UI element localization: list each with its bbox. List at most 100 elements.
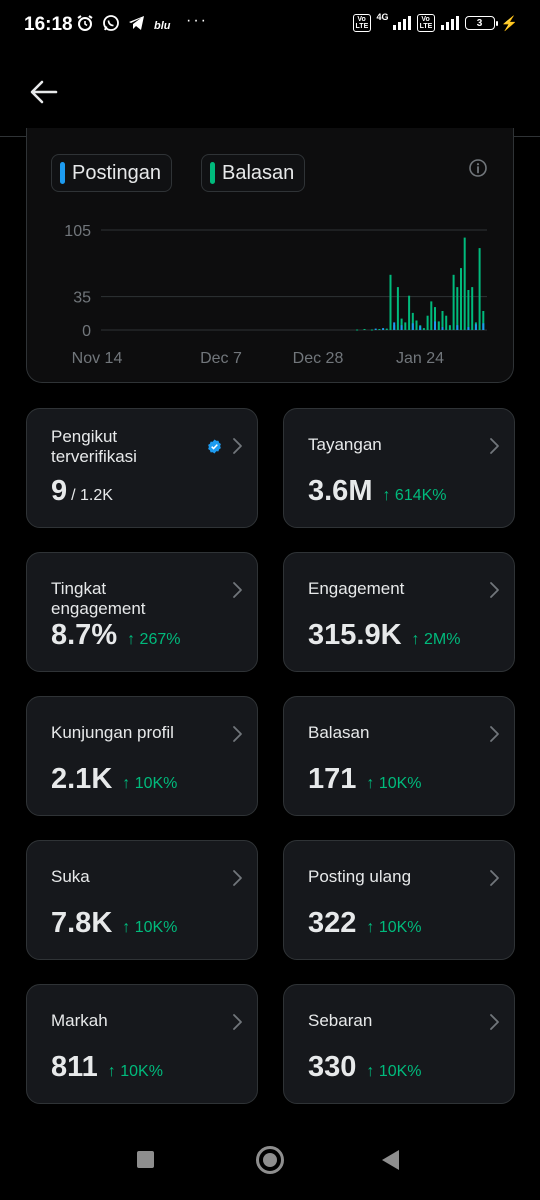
volte-icon: Vo LTE: [352, 14, 371, 32]
stat-card[interactable]: Engagement 315.9K ↑ 2M%: [283, 552, 515, 672]
replies-bar: [400, 318, 403, 330]
status-bar: 16:18 blu ··· Vo LTE 4G Vo LTE 3 ⚡: [0, 0, 540, 54]
notification-icons: blu: [76, 14, 171, 37]
replies-bar: [456, 287, 459, 330]
stat-card[interactable]: Sebaran 330 ↑ 10K%: [283, 984, 515, 1104]
home-button[interactable]: [256, 1146, 284, 1174]
info-icon[interactable]: [468, 158, 488, 178]
replies-bar: [396, 287, 399, 330]
stat-label: Pengikut terverifikasi: [51, 427, 137, 466]
stat-value: 315.9K: [308, 619, 402, 651]
replies-bar: [389, 274, 392, 330]
stat-value-row: 9/ 1.2K: [51, 475, 113, 508]
stat-total: / 1.2K: [71, 487, 113, 504]
stat-label: Tayangan: [308, 435, 382, 454]
recents-button[interactable]: [137, 1151, 154, 1168]
signal-icon: [392, 16, 411, 30]
stat-value: 811: [51, 1051, 98, 1083]
legend-posts-label: Postingan: [72, 161, 161, 184]
back-button[interactable]: [382, 1150, 399, 1170]
replies-bar: [445, 315, 448, 330]
replies-bar: [378, 329, 381, 330]
replies-bar: [437, 321, 440, 330]
legend-replies[interactable]: Balasan: [201, 154, 306, 192]
posts-bar: [482, 323, 485, 330]
stat-card[interactable]: Kunjungan profil 2.1K ↑ 10K%: [26, 696, 258, 816]
stat-change: ↑ 10K%: [122, 775, 178, 792]
charging-icon: ⚡: [500, 14, 518, 31]
stat-value-row: 7.8K ↑ 10K%: [51, 907, 177, 940]
whatsapp-icon: [102, 14, 120, 37]
posts-bar: [467, 327, 470, 330]
stat-value-row: 315.9K ↑ 2M%: [308, 619, 460, 652]
stat-card[interactable]: Posting ulang 322 ↑ 10K%: [283, 840, 515, 960]
stat-change: ↑ 10K%: [366, 919, 422, 936]
posts-bar: [456, 325, 459, 330]
stat-value-row: 3.6M ↑ 614K%: [308, 475, 447, 508]
stat-value-row: 811 ↑ 10K%: [51, 1051, 163, 1084]
stat-card[interactable]: Tayangan 3.6M ↑ 614K%: [283, 408, 515, 528]
alarm-icon: [76, 14, 94, 37]
replies-bar: [415, 320, 418, 330]
stat-label: Sebaran: [308, 1011, 373, 1030]
stat-card[interactable]: Markah 811 ↑ 10K%: [26, 984, 258, 1104]
more-notifications-icon: ···: [186, 12, 208, 29]
stat-card[interactable]: Balasan 171 ↑ 10K%: [283, 696, 515, 816]
legend-replies-label: Balasan: [222, 161, 295, 184]
carrier-label: blu: [154, 19, 171, 32]
chevron-right-icon: [490, 726, 499, 742]
posts-bar: [374, 328, 377, 330]
legend-posts[interactable]: Postingan: [51, 154, 172, 192]
chevron-right-icon: [490, 870, 499, 886]
battery-level: 3: [476, 17, 483, 29]
system-nav-bar: [0, 1130, 540, 1200]
replies-bar: [408, 295, 411, 330]
status-time: 16:18: [24, 14, 73, 35]
chevron-right-icon: [490, 582, 499, 598]
y-tick-label: 0: [82, 323, 91, 340]
legend-replies-swatch: [210, 162, 215, 184]
replies-bar: [404, 322, 407, 330]
system-icons: Vo LTE 4G Vo LTE 3 ⚡: [352, 12, 518, 32]
stat-value-row: 322 ↑ 10K%: [308, 907, 422, 940]
x-tick-label: Nov 14: [72, 350, 123, 367]
posts-bar: [400, 325, 403, 330]
posts-bar: [419, 326, 422, 330]
stat-value: 9: [51, 475, 68, 507]
battery-icon: 3: [464, 16, 498, 30]
replies-bar: [356, 329, 359, 331]
stat-change: ↑ 10K%: [366, 775, 422, 792]
stat-label: Suka: [51, 867, 90, 886]
replies-bar: [478, 248, 481, 330]
legend-posts-swatch: [60, 162, 65, 184]
app-header: [0, 54, 540, 137]
stat-value: 322: [308, 907, 357, 939]
stat-value-row: 8.7% ↑ 267%: [51, 619, 180, 652]
y-tick-label: 35: [73, 290, 91, 307]
stat-change: ↑ 10K%: [366, 1063, 422, 1080]
stat-card[interactable]: Suka 7.8K ↑ 10K%: [26, 840, 258, 960]
stat-value: 2.1K: [51, 763, 113, 795]
x-tick-label: Dec 7: [200, 350, 242, 367]
posts-bar: [474, 324, 477, 330]
replies-bar: [411, 312, 414, 330]
back-arrow-icon[interactable]: [28, 76, 60, 108]
stat-change: ↑ 10K%: [107, 1063, 163, 1080]
stat-card[interactable]: Pengikut terverifikasi 9/ 1.2K: [26, 408, 258, 528]
stat-label: Tingkat engagement: [51, 579, 146, 618]
posts-bar: [393, 322, 396, 330]
stat-label: Balasan: [308, 723, 370, 742]
y-tick-label: 105: [64, 223, 91, 240]
posts-bar: [434, 321, 436, 330]
chevron-right-icon: [233, 582, 242, 598]
volte-icon-2: Vo LTE: [416, 14, 435, 32]
stat-change: ↑ 10K%: [122, 919, 178, 936]
replies-bar: [385, 328, 388, 330]
replies-bar: [370, 329, 373, 331]
network-type: 4G: [376, 12, 389, 22]
chevron-right-icon: [233, 726, 242, 742]
stat-value-row: 330 ↑ 10K%: [308, 1051, 422, 1084]
telegram-icon: [128, 14, 146, 37]
stat-card[interactable]: Tingkat engagement 8.7% ↑ 267%: [26, 552, 258, 672]
stat-change: ↑ 267%: [127, 631, 181, 648]
